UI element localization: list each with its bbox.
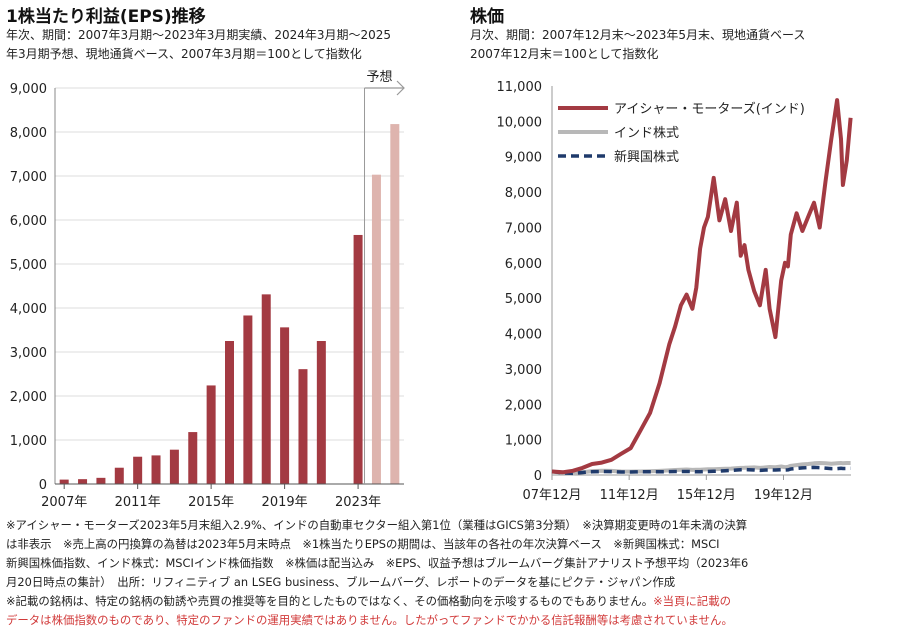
series-line-2 (551, 465, 851, 476)
eps-bar (261, 294, 271, 484)
x-tick-label: 19年12月 (754, 488, 813, 503)
footnote-line: 月20日時点の集計） 出所：リフィニティブ an LSEG business、ブ… (6, 575, 676, 589)
x-tick-label: 2011年 (115, 495, 161, 510)
x-tick-label: 15年12月 (677, 488, 736, 503)
y-tick-label: 3,000 (10, 346, 47, 361)
eps-bar (371, 174, 381, 484)
x-tick-label: 2015年 (188, 495, 234, 510)
y-tick-label: 4,000 (505, 328, 542, 343)
y-tick-label: 0 (534, 469, 542, 484)
y-tick-label: 6,000 (505, 257, 542, 272)
eps-bar (151, 455, 161, 484)
eps-bar (78, 479, 88, 484)
eps-bar (316, 341, 326, 484)
disclaimer-text: ※記載の銘柄は、特定の銘柄の勧誘や売買の推奨等を目的としたものではなく、その価格… (6, 594, 654, 608)
y-tick-label: 0 (39, 478, 47, 493)
y-tick-label: 1,000 (10, 434, 47, 449)
y-tick-label: 8,000 (10, 126, 47, 141)
eps-bar (188, 432, 198, 484)
y-tick-label: 4,000 (10, 302, 47, 317)
x-tick-label: 2019年 (262, 495, 308, 510)
eps-bar (298, 369, 308, 484)
left-chart-title: 1株当たり利益(EPS)推移 (6, 7, 206, 27)
eps-bar (280, 327, 290, 484)
stock-price-line-chart: 0 1,000 2,000 3,000 4,000 5,000 6,000 7,000 8,00… (497, 80, 853, 503)
left-chart-subtitle-1: 年次、期間：2007年3月期～2023年3月期実績、2024年3月期～2025 (6, 28, 392, 42)
eps-bar-chart: 0 1,000 2,000 3,000 4,000 5,000 6,000 7,000 8,00… (10, 69, 405, 510)
footnote-line: は非表示 ※売上高の円換算の為替は2023年5月末時点 ※1株当たりEPSの期間… (6, 537, 720, 551)
eps-bar (169, 449, 179, 484)
y-tick-label: 7,000 (10, 170, 47, 185)
y-tick-label: 8,000 (505, 186, 542, 201)
y-tick-label: 3,000 (505, 363, 542, 378)
x-tick-label: 07年12月 (522, 488, 581, 503)
y-tick-label: 11,000 (497, 80, 543, 95)
legend-label: 新興国株式 (614, 149, 679, 165)
legend-label: アイシャー・モーターズ(インド) (614, 101, 805, 117)
x-tick-label: 11年12月 (600, 488, 659, 503)
footnote-line: 新興国株価指数、インド株式：MSCIインド株価指数 ※株価は配当込み ※EPS、… (6, 556, 749, 570)
legend-label: インド株式 (614, 126, 679, 141)
x-tick-label: 2023年 (335, 495, 381, 510)
y-tick-label: 9,000 (10, 82, 47, 97)
x-tick-label: 2007年 (41, 495, 87, 510)
disclaimer-red-text: ※当頁に記載の (653, 594, 731, 608)
y-tick-label: 9,000 (505, 151, 542, 166)
y-tick-label: 5,000 (505, 292, 542, 307)
y-tick-label: 10,000 (497, 115, 543, 130)
y-tick-label: 6,000 (10, 214, 47, 229)
right-chart-subtitle-1: 月次、期間：2007年12月末～2023年5月末、現地通貨ベース (470, 28, 806, 42)
eps-bar (133, 456, 143, 484)
eps-bar (243, 315, 253, 484)
y-tick-label: 1,000 (505, 434, 542, 449)
series-line-0 (551, 98, 853, 475)
y-tick-label: 2,000 (505, 398, 542, 413)
eps-bar (353, 234, 363, 484)
eps-bar (59, 479, 69, 484)
eps-bar (114, 467, 124, 484)
forecast-arrow-head (396, 80, 405, 96)
footnote-line: ※アイシャー・モーターズ2023年5月末組入2.9%、インドの自動車セクター組入… (6, 518, 748, 532)
eps-bar (206, 385, 216, 484)
y-tick-label: 2,000 (10, 390, 47, 405)
y-tick-label: 7,000 (505, 221, 542, 236)
footnote-line: ※記載の銘柄は、特定の銘柄の勧誘や売買の推奨等を目的としたものではなく、その価格… (6, 592, 918, 611)
left-chart-subtitle-2: 年3月期予想、現地通貨ベース、2007年3月期＝100として指数化 (6, 47, 362, 61)
y-tick-label: 5,000 (10, 258, 47, 273)
right-chart-subtitle-2: 2007年12月末＝100として指数化 (470, 47, 659, 61)
forecast-label: 予想 (367, 69, 393, 85)
right-chart-title: 株価 (470, 7, 504, 27)
eps-bar (225, 341, 234, 484)
footnotes: ※アイシャー・モーターズ2023年5月末組入2.9%、インドの自動車セクター組入… (6, 516, 918, 630)
eps-bar (390, 124, 400, 484)
disclaimer-red-line: データは株価指数のものであり、特定のファンドの運用実績ではありません。したがって… (6, 613, 733, 627)
eps-bar (96, 477, 106, 484)
